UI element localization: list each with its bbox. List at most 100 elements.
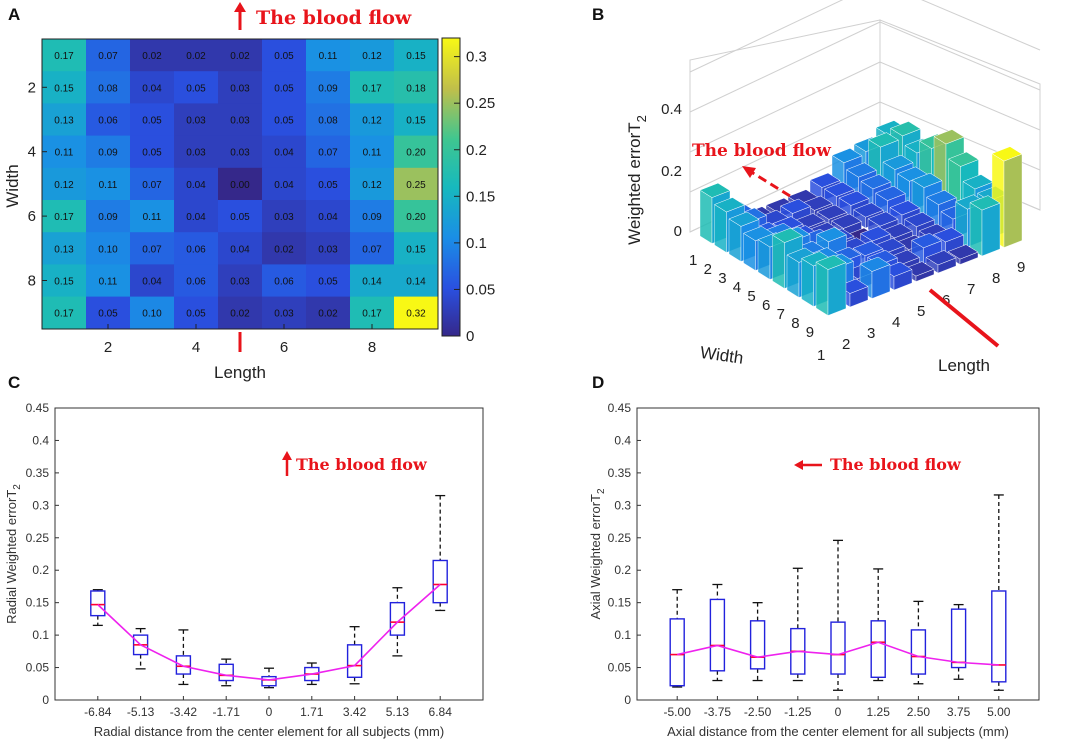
x-tick-label: 6.84 [429,705,453,719]
x-tick-label: 1.71 [300,705,324,719]
colorbar-tick-label: 0.05 [466,281,495,298]
x-tick-label: 5.00 [987,705,1011,719]
width-tick-label-b: 1 [689,252,697,269]
flow-arrow-head-b [742,166,756,178]
x-tick-label-a: 4 [192,339,200,356]
width-tick-label-b: 4 [733,279,741,296]
heatmap-cell-value: 0.12 [362,116,382,127]
length-axis-label-b: Length [938,356,990,375]
bar3d-bar-face [815,261,829,316]
box [389,601,406,636]
heatmap-cell-value: 0.04 [142,277,162,288]
bar3d-bar-top [831,148,863,164]
heatmap-cell [86,167,131,201]
heatmap-cell-value: 0.02 [318,309,338,320]
heatmap-cell-value: 0.03 [230,277,250,288]
heatmap-cell [174,296,219,330]
y-tick-label: 0.45 [26,401,50,415]
heatmap-cell [394,39,439,72]
heatmap-cell-value: 0.13 [54,244,74,255]
width-tick-label-b: 9 [806,324,814,341]
bar3d-grid-line [921,0,1041,51]
heatmap-cell-value: 0.07 [362,244,382,255]
heatmap-cell [130,39,175,72]
flow-arrow-head-a [234,2,246,12]
length-tick-label-b: 4 [892,314,900,331]
heatmap-cell [42,39,87,72]
heatmap-cell-value: 0.05 [230,212,250,223]
x-axis-label-a: Length [214,363,266,382]
heatmap-cell-value: 0.09 [98,148,118,159]
heatmap-cell [350,39,395,72]
width-tick-label-b: 7 [777,306,785,323]
y-tick-label: 0.4 [32,433,49,447]
bar3d-bar-top [911,172,943,188]
y-axis-label-a: Width [3,164,22,207]
bar3d-bar-face [714,204,727,253]
heatmap-cell-value: 0.25 [406,180,426,191]
flow-label-d: The blood flow [830,455,962,474]
bar3d-bar-top [867,132,900,148]
heatmap-cell [262,71,307,104]
heatmap-cell [350,264,395,298]
heatmap-cell [306,264,351,298]
box [991,590,1007,683]
heatmap-cell-value: 0.02 [230,51,250,62]
y-tick-label: 0.45 [608,401,632,415]
heatmap-cell-value: 0.03 [186,148,206,159]
bar3d-grid-line [689,21,881,113]
heatmap-cell [306,103,351,137]
width-tick-label-b: 3 [718,270,726,287]
y-tick-label: 0.2 [32,563,49,577]
x-tick-label: -5.13 [127,705,155,719]
x-tick-label: -1.71 [213,705,241,719]
y-tick-label: 0 [42,693,49,707]
box-panel-axial: 0 0.05 0.1 0.15 0.2 0.25 0.3 0.35 0.4 0.45 -5.00 -3… [588,401,1040,739]
heatmap-cell-value: 0.03 [274,309,294,320]
heatmap-cell-value: 0.07 [98,51,118,62]
heatmap-cell [130,103,175,137]
bar3d-bar-top [809,172,841,188]
y-tick-label: 0 [624,693,631,707]
bar3d-bar-top [889,121,922,137]
heatmap-cell-value: 0.11 [99,277,118,288]
heatmap-cell-value: 0.04 [318,212,338,223]
heatmap-cell [262,167,307,201]
flow-arrow-tail-b [928,288,1000,348]
length-tick-label-b: 5 [917,303,925,320]
heatmap-cell-value: 0.00 [230,180,250,191]
x-tick-label-a: 6 [280,339,288,356]
heatmap-cell [86,71,131,104]
flow-label-c: The blood flow [296,455,428,474]
heatmap-cell [262,264,307,298]
heatmap-cell [86,200,131,233]
bar3d-bar-top [947,151,980,167]
bar3d-bar-face [801,258,814,307]
y-tick-label: 0.15 [608,596,632,610]
heatmap-cell-value: 0.03 [186,116,206,127]
heatmap-cell [42,232,87,265]
heatmap-cell-value: 0.09 [98,212,118,223]
y-axis-label: Radial Weighted errorT2 [4,484,23,624]
bar3d-grid-line [689,0,844,73]
heatmap-cell [394,232,439,265]
heatmap-cell [394,167,439,201]
heatmap-cell [174,167,219,201]
width-tick-label-b: 8 [791,315,799,332]
bar3d-bar-top [889,200,921,216]
heatmap-cell-value: 0.20 [406,212,426,223]
y-tick-label: 0.3 [614,498,631,512]
heatmap-cell [350,135,395,169]
heatmap-cell [174,232,219,265]
heatmap-cell-value: 0.07 [142,180,162,191]
width-tick-label-b: 6 [762,297,770,314]
heatmap-cell [306,232,351,265]
bar3d-bar-top [903,211,936,227]
heatmap-cell-value: 0.20 [406,148,426,159]
y-tick-label-a: 8 [28,273,36,290]
heatmap-cell [262,200,307,233]
heatmap-cell [218,296,263,330]
heatmap-cell [394,296,439,330]
x-tick-label: 2.50 [907,705,931,719]
